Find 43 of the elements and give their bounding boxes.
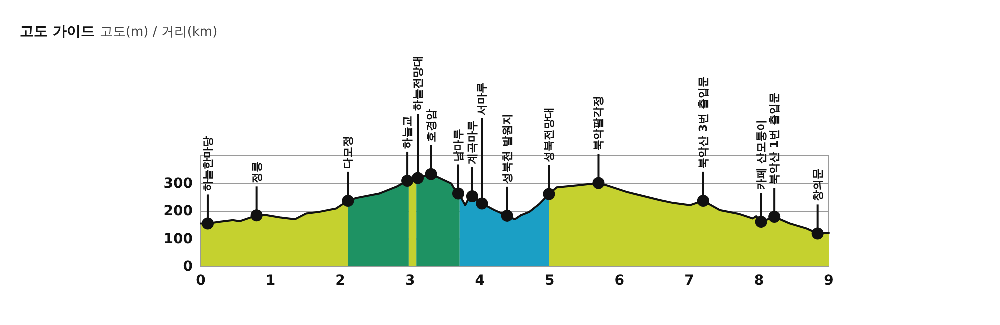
- subtitle: 고도(m) / 거리(km): [100, 25, 218, 40]
- annotation: 하늘한마당: [201, 136, 214, 230]
- annotation: 남마루: [452, 128, 465, 162]
- y-tick-label: 200: [164, 204, 194, 220]
- annotation: 북악팔각정: [592, 96, 606, 190]
- annotation: 다모정: [342, 136, 355, 207]
- annotation: 북악팔각정: [592, 96, 606, 152]
- annotation: 계곡마루: [466, 120, 479, 165]
- title: 고도 가이드: [20, 24, 95, 40]
- x-tick-label: 9: [824, 273, 834, 289]
- annotation: 성북천 발원지: [500, 114, 514, 184]
- annotation: 카페 산모퉁이: [754, 120, 768, 190]
- x-tick-label: 8: [754, 273, 764, 289]
- annotation: 하늘전망대: [412, 56, 425, 111]
- annotation: 호경암: [424, 109, 438, 142]
- y-tick-label: 300: [164, 176, 194, 192]
- y-tick-label: 0: [183, 259, 194, 275]
- x-tick-label: 1: [266, 273, 276, 289]
- annotation: 북악산 3번 출입문: [696, 76, 710, 169]
- annotation: 하늘교: [401, 116, 414, 149]
- annotation: 북악산 1번 출입문: [768, 92, 782, 186]
- x-tick-label: 7: [684, 273, 694, 289]
- annotation: 성북전망대: [542, 107, 556, 162]
- x-tick-label: 4: [475, 273, 486, 289]
- annotation: 하늘교: [401, 116, 414, 187]
- y-tick-label: 100: [164, 231, 194, 248]
- annotation: 남마루: [452, 128, 465, 200]
- annotation: 정릉: [250, 162, 264, 184]
- annotation: 하늘한마당: [201, 136, 214, 192]
- annotation: 다모정: [342, 136, 355, 169]
- x-tick-label: 6: [614, 273, 625, 289]
- annotation: 하늘전망대: [412, 56, 424, 184]
- annotation: 성북전망대: [542, 107, 556, 200]
- x-tick-label: 3: [405, 273, 416, 289]
- annotation: 서마루: [476, 82, 489, 116]
- annotation: 계곡마루: [466, 120, 479, 203]
- annotation: 성북천 발원지: [500, 114, 514, 222]
- x-tick-label: 5: [545, 273, 555, 289]
- x-tick-label: 2: [336, 273, 346, 289]
- annotation: 호경암: [424, 109, 438, 180]
- annotation: 정릉: [250, 162, 264, 222]
- x-tick-label: 0: [196, 273, 206, 289]
- annotation: 북악산 3번 출입문: [696, 76, 710, 207]
